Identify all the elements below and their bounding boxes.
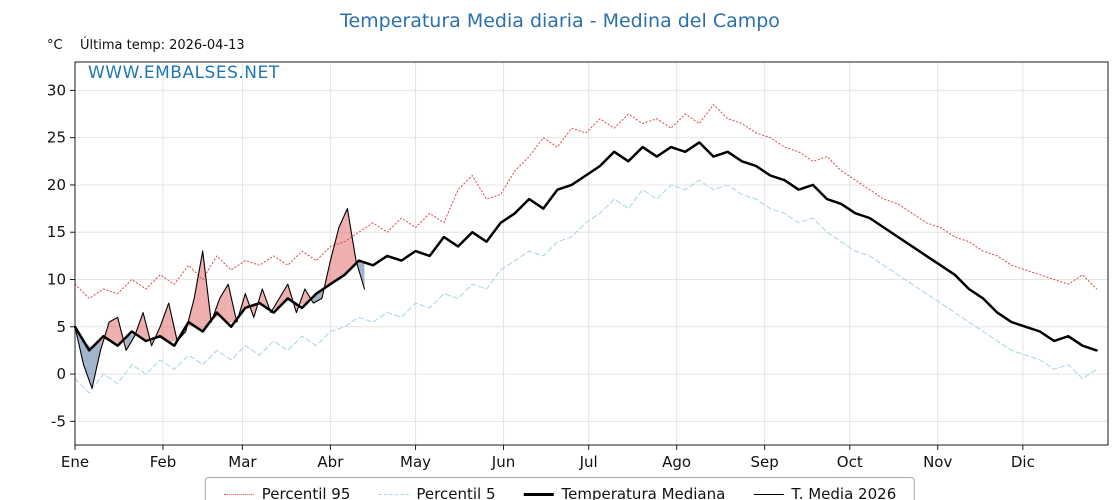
- fill-below-median: [313, 289, 322, 304]
- y-tick-label: 30: [47, 81, 66, 99]
- legend-line-sample: [523, 492, 554, 496]
- legend-line-sample: [378, 493, 409, 495]
- legend-item-t-media-2026: T. Media 2026: [753, 485, 896, 500]
- y-tick-label: -5: [51, 412, 66, 430]
- legend-label: Temperatura Mediana: [561, 485, 726, 500]
- series-line-percentil-5: [74, 179, 1098, 394]
- fill-below-median: [83, 340, 93, 389]
- last-temp-annotation: Última temp: 2026-04-13: [80, 38, 245, 53]
- y-tick-label: 15: [47, 223, 66, 241]
- y-tick-label: 5: [56, 318, 66, 336]
- fill-below-median: [92, 339, 101, 389]
- x-tick-label: May: [400, 453, 431, 471]
- x-tick-label: Nov: [923, 453, 952, 471]
- fill-above-median: [194, 251, 203, 332]
- x-tick-label: Jul: [579, 453, 598, 471]
- x-tick-label: Dic: [1011, 453, 1035, 471]
- legend-label: Percentil 5: [416, 485, 496, 500]
- y-tick-label: 20: [47, 176, 66, 194]
- x-tick-label: Ago: [662, 453, 691, 471]
- chart-legend: Percentil 95 Percentil 5 Temperatura Media…: [204, 477, 916, 500]
- legend-label: T. Media 2026: [791, 485, 897, 500]
- watermark-text: WWW.EMBALSES.NET: [88, 63, 280, 83]
- y-tick-label: 0: [56, 365, 66, 383]
- fill-above-median: [338, 208, 348, 279]
- y-tick-label: 10: [47, 271, 66, 289]
- legend-item-percentil-95: Percentil 95: [223, 485, 351, 500]
- legend-item-percentil-5: Percentil 5: [378, 485, 495, 500]
- x-tick-label: Sep: [750, 453, 778, 471]
- legend-label: Percentil 95: [261, 485, 351, 500]
- fill-above-median: [109, 317, 118, 346]
- legend-line-sample: [753, 493, 784, 495]
- axis-frame: [74, 61, 1109, 446]
- x-tick-label: Ene: [61, 453, 89, 471]
- x-tick-label: Oct: [837, 453, 863, 471]
- fill-above-median: [219, 284, 229, 324]
- legend-item-temperatura-mediana: Temperatura Mediana: [523, 485, 725, 500]
- legend-line-sample: [223, 493, 254, 495]
- fill-above-median: [296, 288, 305, 313]
- y-tick-label: 25: [47, 129, 66, 147]
- x-tick-label: Mar: [228, 453, 257, 471]
- series-line-percentil-95: [74, 104, 1098, 299]
- series-line-t-media-2026: [74, 208, 366, 389]
- fill-above-median: [160, 303, 169, 342]
- x-tick-label: Feb: [150, 453, 177, 471]
- y-axis-unit-label: °C: [47, 38, 63, 53]
- chart-title: Temperatura Media diaria - Medina del Ca…: [340, 10, 780, 32]
- series-line-temperatura-mediana: [73, 141, 1098, 352]
- fill-above-median: [279, 284, 288, 307]
- fill-above-median: [330, 227, 339, 285]
- x-tick-label: Abr: [317, 453, 344, 471]
- x-tick-label: Jun: [491, 453, 515, 471]
